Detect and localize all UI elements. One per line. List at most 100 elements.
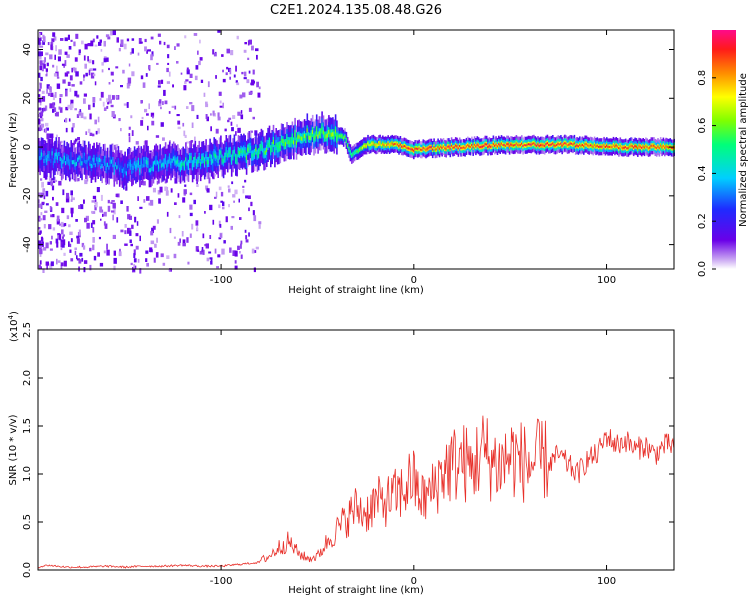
heatmap-ridge-cell [244,150,246,155]
heatmap-speckle [155,252,159,258]
heatmap-speckle [71,84,75,87]
heatmap-speckle [174,46,176,50]
heatmap-ridge-cell [290,140,292,145]
heatmap-speckle [103,40,106,47]
heatmap-ridge-cell [592,145,595,148]
snr-x-axis-label: Height of straight line (km) [288,585,424,596]
heatmap-speckle [38,98,42,103]
heatmap-speckle [151,51,154,57]
heatmap-speckle [205,103,209,108]
heatmap-ridge-cell [655,147,658,150]
heatmap-speckle [83,98,86,104]
heatmap-speckle [100,218,102,221]
heatmap-speckle [48,86,51,90]
heatmap-speckle [228,204,230,208]
heatmap-speckle [167,54,170,59]
heatmap-ridge-cell [299,136,302,141]
heatmap-speckle [85,131,88,135]
heatmap-speckle [218,237,222,240]
heatmap-speckle [186,237,189,243]
heatmap-speckle [74,250,77,256]
heatmap-ridge-cell [318,131,321,136]
heatmap-ridge-cell [543,144,546,147]
heatmap-ridge-cell [164,157,167,162]
heatmap-speckle [146,196,150,201]
heatmap-ridge-cell [661,146,663,149]
heatmap-speckle [101,69,104,73]
heatmap-speckle [63,252,66,256]
heatmap-speckle [112,214,114,221]
heatmap-speckle [41,118,44,122]
heatmap-ridge-cell [448,145,450,148]
heatmap-ridge-cell [338,135,341,138]
heatmap-speckle [52,196,54,201]
heatmap-speckle [123,103,128,106]
heatmap-speckle [67,81,71,86]
heatmap-speckle [204,211,206,214]
heatmap-speckle [84,63,87,69]
heatmap-speckle [103,56,107,60]
heatmap-ridge-cell [441,146,443,149]
heatmap-ridge-cell [148,168,151,173]
heatmap-ridge-cell [394,143,396,145]
heatmap-ridge-cell [419,148,422,151]
heatmap-ridge-cell [220,150,222,155]
heatmap-ridge-cell [179,164,182,169]
heatmap-speckle [64,223,67,227]
heatmap-ridge-cell [127,163,129,168]
heatmap-speckle [149,150,152,153]
heatmap-speckle [113,250,116,256]
heatmap-speckle [177,126,181,130]
heatmap-speckle [153,257,156,263]
heatmap-speckle [183,130,186,137]
heatmap-ridge-cell [452,146,454,149]
heatmap-ridge-cell [422,146,425,149]
heatmap-ridge-cell [294,132,296,137]
heatmap-ridge-cell [79,158,82,163]
heatmap-speckle [107,101,110,105]
heatmap-speckle [149,247,153,252]
heatmap-speckle [45,73,48,77]
colorbar-label: Normalized spectral amplitude [738,73,749,227]
colorbar-gradient [712,30,736,269]
heatmap-speckle [120,128,122,132]
heatmap-ridge-cell [417,148,419,150]
heatmap-speckle [250,82,254,86]
spectrogram-panel: -100 0 100 -40 -20 0 20 40 Height of straight … [8,29,675,296]
heatmap-ridge-cell [50,158,52,163]
heatmap-speckle [194,75,198,81]
heatmap-speckle [120,200,123,204]
heatmap-ridge-cell [666,145,669,148]
heatmap-ridge-cell [665,145,667,148]
heatmap-ridge-cell [492,143,495,145]
heatmap-speckle [97,128,100,134]
heatmap-speckle [210,258,213,262]
heatmap-speckle [84,217,88,223]
heatmap-speckle [136,221,139,226]
heatmap-speckle [252,69,255,75]
heatmap-ridge-cell [627,147,630,150]
heatmap-speckle [72,197,75,201]
heatmap-speckle [71,142,75,147]
snr-y-ticks: 0.0 0.5 1.0 1.5 2.0 2.5 [22,322,674,578]
heatmap-ridge-cell [647,147,650,150]
heatmap-ridge-cell [407,147,410,150]
heatmap-speckle [62,189,65,196]
heatmap-speckle [199,39,201,44]
heatmap-speckle [219,233,222,238]
heatmap-speckle [157,190,161,195]
heatmap-speckle [227,119,230,123]
heatmap-speckle [195,65,199,70]
heatmap-speckle [203,92,206,97]
heatmap-ridge-cell [183,163,186,168]
heatmap-speckle [42,237,44,243]
heatmap-speckle [110,104,114,108]
heatmap-speckle [166,44,170,49]
heatmap-ridge-cell [463,146,465,149]
heatmap-ridge-cell [152,164,155,169]
heatmap-ridge-cell [58,152,60,157]
heatmap-speckle [113,265,116,271]
heatmap-speckle [89,68,93,72]
heatmap-speckle [118,47,121,52]
heatmap-speckle [45,128,47,134]
